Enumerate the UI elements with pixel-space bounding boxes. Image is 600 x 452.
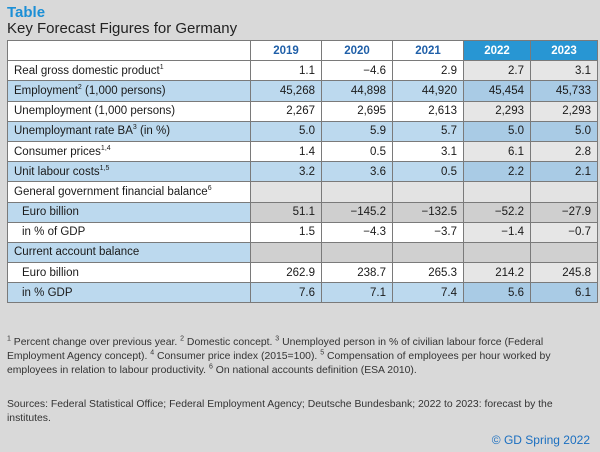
table-cell: 7.1	[321, 282, 393, 304]
table-cell: 5.0	[250, 120, 322, 142]
table-cell: −4.3	[321, 221, 393, 243]
row-label: Unit labour costs1,5	[7, 161, 251, 183]
row-label: Euro billion	[7, 201, 251, 223]
table-cell: 51.1	[250, 201, 322, 223]
year-header: 2021	[392, 39, 464, 62]
table-row: in % of GDP 1.5 −4.3 −3.7 −1.4 −0.7	[7, 221, 598, 243]
footnotes: 1 Percent change over previous year. 2 D…	[7, 335, 551, 376]
table-cell: 6.1	[530, 282, 598, 304]
table-cell: 7.4	[392, 282, 464, 304]
table-cell: 44,920	[392, 80, 464, 102]
table-cell: 2,293	[530, 100, 598, 122]
table-cell: 2.8	[530, 140, 598, 163]
forecast-year-header: 2022	[463, 39, 531, 62]
table-cell: 1.5	[250, 221, 322, 243]
table-cell: 3.1	[392, 140, 464, 163]
table-cell: 45,454	[463, 80, 531, 102]
table-row: Unemploymant rate BA3 (in %) 5.0 5.9 5.7…	[7, 120, 598, 142]
table-cell: −1.4	[463, 221, 531, 243]
table-cell: −4.6	[321, 60, 393, 82]
table-cell: 5.0	[463, 120, 531, 142]
forecast-year-header: 2023	[530, 39, 598, 62]
empty-cell	[321, 241, 393, 264]
table-cell: −3.7	[392, 221, 464, 243]
table-row: Unemployment (1,000 persons) 2,267 2,695…	[7, 100, 598, 122]
table-cell: 262.9	[250, 262, 322, 284]
section-row: General government financial balance6	[7, 181, 598, 203]
row-label: Unemployment (1,000 persons)	[7, 100, 251, 122]
table-cell: 1.4	[250, 140, 322, 163]
empty-cell	[463, 241, 531, 264]
table-cell: 2.7	[463, 60, 531, 82]
table-label: Table	[7, 4, 46, 21]
empty-cell	[321, 181, 393, 203]
copyright: © GD Spring 2022	[491, 433, 590, 447]
table-cell: 2.1	[530, 161, 598, 183]
section-row: Current account balance	[7, 241, 598, 264]
row-label: Real gross domestic product1	[7, 60, 251, 82]
table-cell: 238.7	[321, 262, 393, 284]
table-cell: −27.9	[530, 201, 598, 223]
empty-cell	[392, 241, 464, 264]
table-cell: 7.6	[250, 282, 322, 304]
table-row: Unit labour costs1,5 3.2 3.6 0.5 2.2 2.1	[7, 161, 598, 183]
table-cell: 5.9	[321, 120, 393, 142]
table-row: Consumer prices1,4 1.4 0.5 3.1 6.1 2.8	[7, 140, 598, 163]
table-cell: 245.8	[530, 262, 598, 284]
section-label: General government financial balance6	[7, 181, 251, 203]
table-cell: −0.7	[530, 221, 598, 243]
table-cell: 1.1	[250, 60, 322, 82]
table-header-row: 2019 2020 2021 2022 2023	[7, 39, 598, 62]
table-cell: 5.6	[463, 282, 531, 304]
forecast-table: 2019 2020 2021 2022 2023 Real gross dome…	[7, 39, 598, 304]
sources-note: Sources: Federal Statistical Office; Fed…	[7, 399, 553, 424]
page-title: Key Forecast Figures for Germany	[7, 20, 238, 37]
table-cell: 0.5	[321, 140, 393, 163]
table-cell: 2.9	[392, 60, 464, 82]
table-cell: 265.3	[392, 262, 464, 284]
table-row: Real gross domestic product1 1.1 −4.6 2.…	[7, 60, 598, 82]
table-cell: 2.2	[463, 161, 531, 183]
empty-cell	[530, 181, 598, 203]
table-row: Employment2 (1,000 persons) 45,268 44,89…	[7, 80, 598, 102]
table-cell: 2,613	[392, 100, 464, 122]
table-cell: 3.2	[250, 161, 322, 183]
table-cell: 5.0	[530, 120, 598, 142]
table-cell: 2,267	[250, 100, 322, 122]
table-row: in % GDP 7.6 7.1 7.4 5.6 6.1	[7, 282, 598, 304]
empty-cell	[250, 181, 322, 203]
year-header: 2020	[321, 39, 393, 62]
table-cell: 2,293	[463, 100, 531, 122]
row-label: Employment2 (1,000 persons)	[7, 80, 251, 102]
year-header: 2019	[250, 39, 322, 62]
table-cell: 45,733	[530, 80, 598, 102]
table-cell: 5.7	[392, 120, 464, 142]
header-corner	[7, 39, 251, 62]
table-cell: 3.6	[321, 161, 393, 183]
table-cell: 6.1	[463, 140, 531, 163]
table-cell: 45,268	[250, 80, 322, 102]
row-label: in % of GDP	[7, 221, 251, 243]
header: Table Key Forecast Figures for Germany	[0, 0, 600, 40]
table-cell: 44,898	[321, 80, 393, 102]
empty-cell	[463, 181, 531, 203]
table-cell: −145.2	[321, 201, 393, 223]
row-label: Unemploymant rate BA3 (in %)	[7, 120, 251, 142]
row-label: in % GDP	[7, 282, 251, 304]
table-row: Euro billion 262.9 238.7 265.3 214.2 245…	[7, 262, 598, 284]
table-cell: −52.2	[463, 201, 531, 223]
row-label: Euro billion	[7, 262, 251, 284]
row-label: Consumer prices1,4	[7, 140, 251, 163]
table-row: Euro billion 51.1 −145.2 −132.5 −52.2 −2…	[7, 201, 598, 223]
table-cell: 2,695	[321, 100, 393, 122]
empty-cell	[250, 241, 322, 264]
empty-cell	[392, 181, 464, 203]
section-label: Current account balance	[7, 241, 251, 264]
table-cell: 214.2	[463, 262, 531, 284]
empty-cell	[530, 241, 598, 264]
table-cell: 0.5	[392, 161, 464, 183]
table-cell: 3.1	[530, 60, 598, 82]
table-cell: −132.5	[392, 201, 464, 223]
